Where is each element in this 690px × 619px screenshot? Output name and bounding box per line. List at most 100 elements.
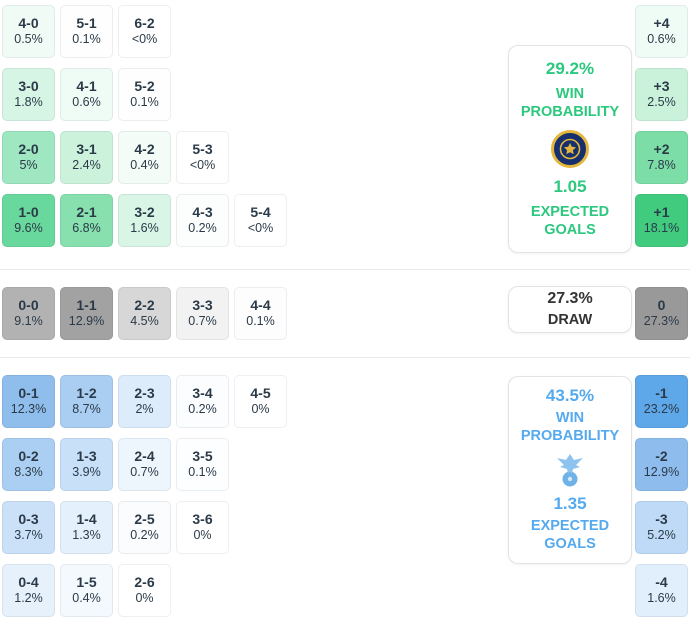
score-label: 2-1 xyxy=(76,203,97,220)
score-probability: 3.7% xyxy=(14,528,43,543)
score-label: 5-1 xyxy=(76,14,97,31)
score-label: 1-4 xyxy=(76,510,97,527)
score-label: 4-3 xyxy=(192,203,213,220)
score-label: 4-0 xyxy=(18,14,39,31)
score-cell: 3-0 1.8% xyxy=(2,68,55,121)
score-cell: 4-1 0.6% xyxy=(60,68,113,121)
margin-cell: +2 7.8% xyxy=(635,131,688,184)
draw-label: DRAW xyxy=(547,311,593,328)
score-cell: 2-0 5% xyxy=(2,131,55,184)
score-label: 1-3 xyxy=(76,447,97,464)
home-win-probability: 29.2% xyxy=(545,58,595,78)
score-probability: 0.7% xyxy=(130,465,159,480)
score-probability: 12.3% xyxy=(10,402,47,417)
score-cell: 6-2 <0% xyxy=(118,5,171,58)
margin-label: -2 xyxy=(655,447,668,464)
score-cell: 2-3 2% xyxy=(118,375,171,428)
home-expected-goals: 1.05 xyxy=(553,176,587,196)
margin-cell: -3 5.2% xyxy=(635,501,688,554)
score-label: 2-5 xyxy=(134,510,155,527)
draw-probability: 27.3% xyxy=(547,290,593,308)
score-cell: 0-1 12.3% xyxy=(2,375,55,428)
score-cell: 1-0 9.6% xyxy=(2,194,55,247)
score-label: 5-2 xyxy=(134,77,155,94)
margin-probability: 23.2% xyxy=(643,402,680,417)
score-probability: <0% xyxy=(247,221,274,236)
score-label: 1-5 xyxy=(76,573,97,590)
margin-probability: 12.9% xyxy=(643,465,680,480)
score-cell: 5-2 0.1% xyxy=(118,68,171,121)
away-win-probability: 43.5% xyxy=(545,386,595,406)
margin-label: +1 xyxy=(653,203,670,220)
score-cell: 4-0 0.5% xyxy=(2,5,55,58)
home-expected-goals-label: EXPECTED GOALS xyxy=(530,204,610,239)
score-cell: 3-2 1.6% xyxy=(118,194,171,247)
score-probability: 8.3% xyxy=(14,465,43,480)
score-label: 3-6 xyxy=(192,510,213,527)
score-label: 6-2 xyxy=(134,14,155,31)
score-probability: <0% xyxy=(189,158,216,173)
score-label: 0-3 xyxy=(18,510,39,527)
score-cell: 2-1 6.8% xyxy=(60,194,113,247)
score-cell: 4-5 0% xyxy=(234,375,287,428)
away-win-label: WIN PROBABILITY xyxy=(520,410,620,445)
margin-label: +2 xyxy=(653,140,670,157)
score-cell: 2-5 0.2% xyxy=(118,501,171,554)
margin-label: -3 xyxy=(655,510,668,527)
score-cell: 1-4 1.3% xyxy=(60,501,113,554)
away-win-card: 43.5% WIN PROBABILITY 1.35 EXPECTED GOAL… xyxy=(508,376,632,564)
margin-probability: 18.1% xyxy=(643,221,680,236)
score-probability: 3.9% xyxy=(72,465,101,480)
score-label: 4-4 xyxy=(250,296,271,313)
score-probability: 9.6% xyxy=(14,221,43,236)
score-label: 3-3 xyxy=(192,296,213,313)
score-cell: 1-1 12.9% xyxy=(60,287,113,340)
score-label: 4-1 xyxy=(76,77,97,94)
score-probability: 5% xyxy=(19,158,38,173)
score-probability: 0.2% xyxy=(188,221,217,236)
margin-label: 0 xyxy=(657,296,666,313)
margin-cell: -2 12.9% xyxy=(635,438,688,491)
score-label: 1-1 xyxy=(76,296,97,313)
margin-cell: +4 0.6% xyxy=(635,5,688,58)
score-cell: 3-3 0.7% xyxy=(176,287,229,340)
score-cell: 2-2 4.5% xyxy=(118,287,171,340)
score-label: 3-5 xyxy=(192,447,213,464)
margin-label: +3 xyxy=(653,77,670,94)
margin-probability: 27.3% xyxy=(643,314,680,329)
score-cell: 2-4 0.7% xyxy=(118,438,171,491)
score-probability: 0.2% xyxy=(130,528,159,543)
score-label: 3-2 xyxy=(134,203,155,220)
score-cell: 0-0 9.1% xyxy=(2,287,55,340)
score-probability: 1.8% xyxy=(14,95,43,110)
margin-probability: 1.6% xyxy=(647,591,676,606)
away-expected-goals-label: EXPECTED GOALS xyxy=(530,518,610,553)
score-probability: 0% xyxy=(135,591,154,606)
score-cell: 3-1 2.4% xyxy=(60,131,113,184)
home-win-card: 29.2% WIN PROBABILITY 1.05 EXPECTED GOAL… xyxy=(508,45,632,253)
score-label: 5-3 xyxy=(192,140,213,157)
score-label: 4-5 xyxy=(250,384,271,401)
score-label: 2-4 xyxy=(134,447,155,464)
away-team-logo xyxy=(549,449,591,491)
score-label: 3-4 xyxy=(192,384,213,401)
score-probability: 1.2% xyxy=(14,591,43,606)
score-cell: 2-6 0% xyxy=(118,564,171,617)
home-team-logo xyxy=(549,128,591,170)
section-divider xyxy=(0,357,690,358)
draw-card: 27.3% DRAW xyxy=(508,286,632,333)
margin-cell: -4 1.6% xyxy=(635,564,688,617)
score-probability: 0.1% xyxy=(246,314,275,329)
score-cell: 3-6 0% xyxy=(176,501,229,554)
score-label: 3-1 xyxy=(76,140,97,157)
score-label: 0-0 xyxy=(18,296,39,313)
score-cell: 3-5 0.1% xyxy=(176,438,229,491)
section-divider xyxy=(0,269,690,270)
score-probability: 0.2% xyxy=(188,402,217,417)
score-probability: 6.8% xyxy=(72,221,101,236)
score-probability: 8.7% xyxy=(72,402,101,417)
score-probability: 1.3% xyxy=(72,528,101,543)
margin-probability: 7.8% xyxy=(647,158,676,173)
score-probability: 1.6% xyxy=(130,221,159,236)
score-probability: 0% xyxy=(193,528,212,543)
